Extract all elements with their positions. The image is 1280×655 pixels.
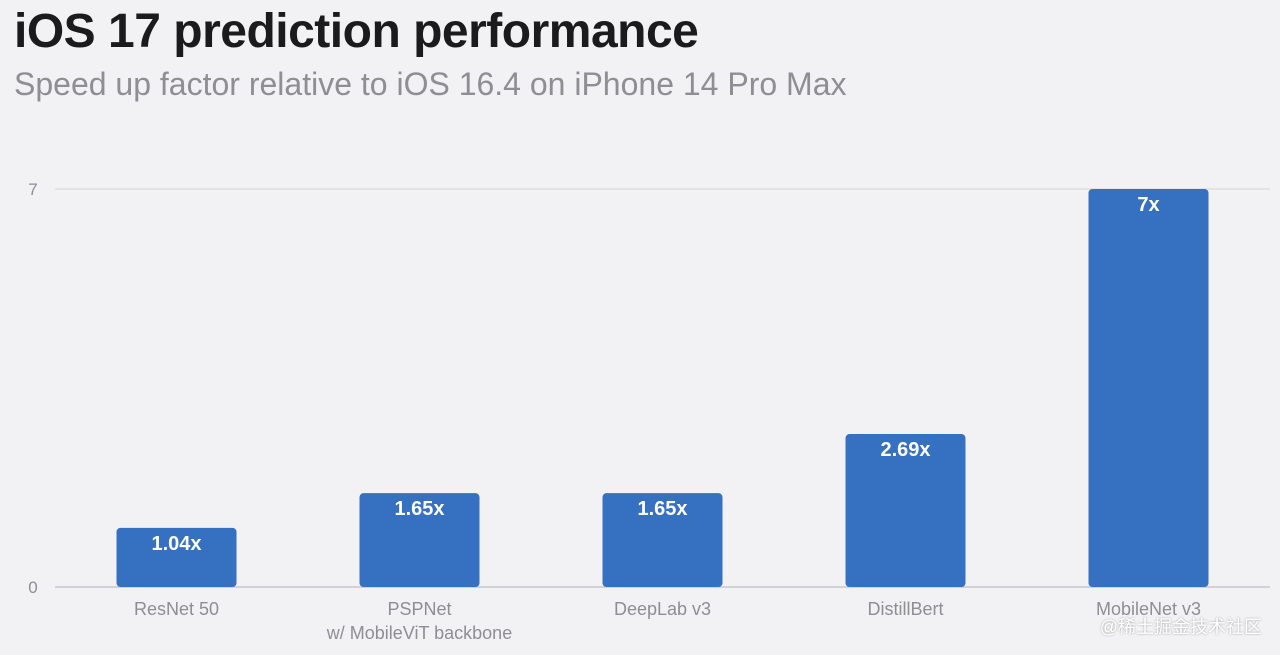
y-tick-label: 7 <box>28 180 37 199</box>
bar-value-label: 7x <box>1137 194 1159 216</box>
x-category-label: MobileNet v3 <box>1096 599 1201 619</box>
y-tick-label: 0 <box>28 578 37 597</box>
watermark-text: @稀土掘金技术社区 <box>1099 617 1262 637</box>
bar <box>116 527 237 587</box>
chart-title: iOS 17 prediction performance <box>14 5 699 58</box>
x-category-label: ResNet 50 <box>134 599 219 619</box>
bar-value-label: 1.04x <box>151 533 201 555</box>
bar <box>1088 189 1209 587</box>
bar <box>845 434 966 587</box>
x-category-label: PSPNet <box>387 599 451 619</box>
bar-value-label: 1.65x <box>394 498 444 520</box>
x-category-label: DeepLab v3 <box>614 599 711 619</box>
bar <box>359 493 480 587</box>
bar-value-label: 1.65x <box>637 498 687 520</box>
bar <box>602 493 723 587</box>
x-category-label: w/ MobileViT backbone <box>326 623 512 643</box>
bar-value-label: 2.69x <box>880 439 930 461</box>
chart-subtitle: Speed up factor relative to iOS 16.4 on … <box>14 66 847 102</box>
x-category-label: DistillBert <box>867 599 943 619</box>
